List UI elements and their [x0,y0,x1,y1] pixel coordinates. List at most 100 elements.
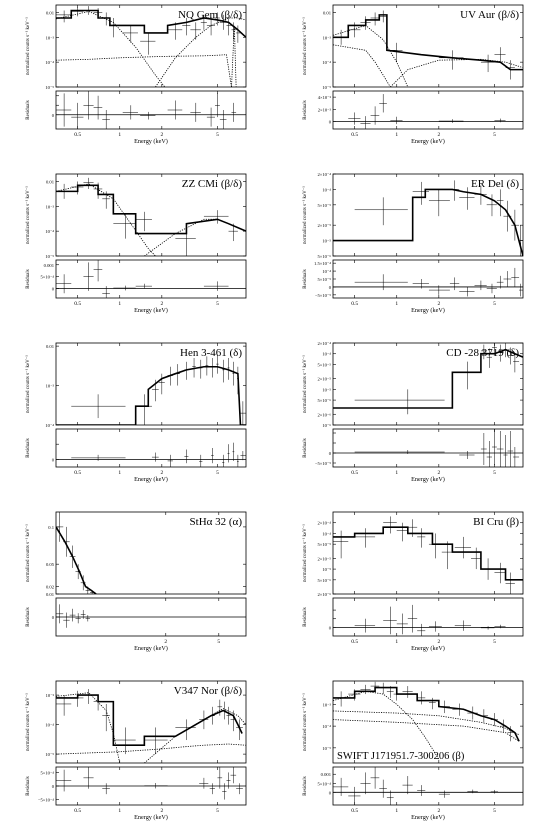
residual-tick-label: 0 [329,625,332,630]
y-tick-label: 0.01 [46,592,55,597]
residual-tick-label: 5×10⁻⁴ [40,770,54,775]
data-point [135,394,152,425]
data-point [417,528,426,548]
data-point [214,12,220,26]
residual-point [206,107,215,127]
data-point [227,357,230,380]
residual-point [240,451,246,461]
data-point [175,364,181,386]
residual-point [230,767,237,784]
y-tick-label: 2×10⁻⁶ [317,412,331,417]
x-tick-label: 1 [118,470,121,476]
x-tick-label: 5 [493,470,496,476]
residual-axis-label: Residuals [26,776,31,795]
residual-point [491,429,497,465]
data-point [71,690,84,707]
residual-frame [55,428,247,468]
model-component [333,44,391,87]
residual-point [348,786,361,805]
residual-tick-label: 0 [52,113,55,118]
residual-tick-label: −5×10⁻⁴ [38,798,54,803]
spectrum-panel-1: 0.5 1 2 5 0.01 10⁻³ 10⁻⁴ 10⁻⁵ 0 Energy (keV) norma… [25,4,247,145]
data-point [206,17,215,36]
residual-point [190,102,201,122]
residual-point [370,767,380,789]
y-tick-label: 10⁻⁴ [322,724,331,729]
residual-point [474,280,487,291]
y-tick-label: 10⁻³ [46,35,55,40]
data-point [480,54,495,73]
residual-point [494,624,506,629]
y-tick-label: 10⁻³ [46,384,55,389]
residual-frame [332,259,524,299]
model-component [231,25,237,87]
data-point [480,344,487,360]
residual-tick-label: 4×10⁻³ [318,95,332,100]
spectrum-panel-9: 0.5 1 2 5 10⁻³ 10⁻⁴ 10⁻⁵ −5×10⁻⁴ 0 5×10⁻⁴ Energy (… [25,680,247,821]
residual-axis-label: Residuals [303,607,308,626]
residual-point [417,623,426,636]
data-point [428,533,442,559]
residual-point [490,789,499,794]
data-point [203,210,229,224]
y-tick-label: 10⁻³ [323,35,332,40]
residual-point [167,100,183,120]
y-tick-label: 10⁻⁵ [322,239,331,244]
data-point [122,25,138,43]
data-point [135,211,152,232]
spectrum-frame [55,680,247,764]
y-tick-label: 5×10⁻⁶ [317,578,331,583]
model-component [56,743,246,755]
residual-point [102,286,110,298]
data-point [370,12,380,26]
data-point [71,394,126,419]
x-tick-label: 5 [217,639,220,645]
x-tick-label: 5 [216,301,219,307]
panel-title: BI Cru (β) [473,516,519,528]
model-line [333,14,523,71]
spectrum-frame [332,511,524,595]
residual-point [396,613,408,635]
residual-frame [332,428,524,468]
residual-point [71,454,126,461]
y-tick-label: 10⁻⁴ [322,60,331,65]
residual-point [402,776,413,795]
residual-point [496,431,504,467]
panel-title: StHα 32 (α) [190,516,243,528]
y-tick-label: 5×10⁻⁵ [317,362,331,367]
residual-point [184,449,189,464]
residual-tick-label: 0 [329,451,332,456]
y-tick-label: 0.01 [46,10,55,15]
x-tick-label: 5 [216,808,219,814]
data-point [205,356,209,376]
residual-point [379,779,387,798]
residual-frame [332,90,524,130]
y-tick-label: 5×10⁻⁶ [317,398,331,403]
data-point [102,703,110,732]
data-point [102,12,110,26]
x-tick-label: 1 [395,808,398,814]
residual-point [85,615,91,622]
residual-tick-label: −5×10⁻⁵ [315,461,331,466]
residual-point [511,267,520,287]
y-tick-label: 5×10⁻⁶ [317,254,331,259]
x-tick-label: 2 [160,470,163,476]
residual-point [226,772,231,789]
x-tick-label: 0.5 [351,808,358,814]
y-tick-label: 0.01 [46,344,55,349]
residual-point [360,772,371,795]
y-tick-label: 2×10⁻⁴ [317,172,331,177]
data-point [428,697,436,710]
residual-axis-label: Residuals [303,438,308,457]
residual-point [459,286,475,297]
model-line [333,348,523,409]
residual-point [454,620,472,631]
residual-point [140,111,156,120]
y-tick-label: 0.01 [323,10,332,15]
y-axis-label: normalized counts s⁻¹ keV⁻¹ [25,693,31,751]
x-axis-label: Energy (keV) [411,138,445,145]
data-point [459,187,475,210]
x-tick-label: 0.5 [74,808,81,814]
model-component [56,54,232,87]
spectrum-panel-4: 0.5 1 2 5 2×10⁻⁴ 10⁻⁴ 5×10⁻⁵ 2×10⁻⁵ 10⁻⁵ 5×10⁻⁶ −5… [302,172,524,314]
